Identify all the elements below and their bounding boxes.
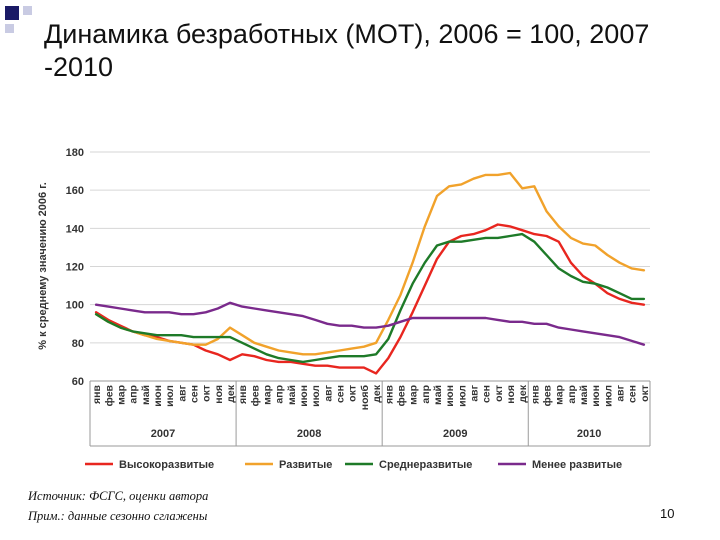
series-line	[94, 232, 646, 364]
x-tick-label-month: сен	[188, 385, 200, 403]
x-tick-label-month: янв	[91, 384, 103, 403]
y-tick-label: 120	[66, 262, 84, 274]
x-tick-label-year: 2008	[297, 428, 321, 440]
x-tick-label-month: июн	[152, 385, 164, 407]
x-tick-label-month: янв	[529, 384, 541, 403]
x-tick-label-month: сен	[627, 385, 639, 403]
x-tick-label-month: июн	[444, 385, 456, 407]
legend-label: Среднеразвитые	[379, 459, 472, 471]
series-line	[94, 301, 646, 346]
page-number: 10	[660, 506, 675, 521]
x-tick-label-month: май	[140, 385, 152, 405]
x-tick-label-month: мар	[554, 385, 566, 405]
x-tick-label-year: 2009	[443, 428, 467, 440]
x-tick-label-month: сен	[481, 385, 493, 403]
x-tick-label-month: мар	[262, 385, 274, 405]
y-tick-label: 180	[66, 147, 84, 159]
y-tick-label: 100	[66, 300, 84, 312]
series-line	[94, 171, 646, 356]
x-tick-label-month: фев	[395, 384, 407, 406]
y-tick-label: 80	[72, 338, 84, 350]
x-tick-label-month: дек	[517, 384, 529, 403]
x-tick-label-month: май	[578, 385, 590, 405]
x-tick-label-month: дек	[371, 384, 383, 403]
source-line: Источник: ФСГС, оценки автора	[28, 489, 209, 503]
x-tick-label-month: июл	[456, 385, 468, 407]
unemployment-line-chart: % к среднему значению 2006 г. 60 80 100 120…	[37, 147, 651, 471]
x-tick-label-month: авг	[615, 384, 627, 401]
x-tick-label-month: июл	[602, 385, 614, 407]
source-note: Источник: ФСГС, оценки автора Прим.: дан…	[28, 486, 208, 526]
x-tick-label-month: авг	[322, 384, 334, 401]
x-tick-label-month: июн	[298, 385, 310, 407]
x-tick-label-month: апр	[566, 385, 578, 404]
x-tick-label-month: апр	[274, 385, 286, 404]
x-tick-label-month: фев	[249, 384, 261, 406]
x-tick-label-month: июл	[164, 385, 176, 407]
x-tick-label-month: фев	[542, 384, 554, 406]
smoothing-note: Прим.: данные сезонно сглажены	[28, 509, 208, 523]
x-tick-label-month: авг	[468, 384, 480, 401]
x-tick-label-month: апр	[420, 385, 432, 404]
legend-label: Развитые	[279, 459, 332, 471]
x-tick-label-month: дек	[225, 384, 237, 403]
x-tick-label-year: 2007	[151, 428, 175, 440]
x-tick-label-month: янв	[383, 384, 395, 403]
x-tick-label-month: янв	[237, 384, 249, 403]
x-tick-label-month: ноя	[213, 385, 225, 404]
legend-label: Менее развитые	[532, 459, 622, 471]
y-axis-label: % к среднему значению 2006 г.	[37, 182, 49, 350]
legend-label: Высокоразвитые	[119, 459, 214, 471]
x-tick-label-month: окт	[347, 385, 359, 402]
x-tick-label-month: июн	[590, 385, 602, 407]
x-tick-label-month: мар	[115, 385, 127, 405]
title-decoration-squares	[5, 6, 32, 33]
x-tick-label-month: ноя	[505, 385, 517, 404]
y-tick-label: 60	[72, 376, 84, 388]
y-tick-label: 160	[66, 185, 84, 197]
x-tick-label-month: авг	[176, 384, 188, 401]
x-tick-label-month: окт	[201, 385, 213, 402]
slide-title: Динамика безработных (МОТ), 2006 = 100, …	[44, 19, 650, 82]
x-tick-label-month: мар	[408, 385, 420, 405]
x-tick-label-month: май	[286, 385, 298, 405]
x-tick-label-month: июл	[310, 385, 322, 407]
x-tick-label-year: 2010	[577, 428, 601, 440]
x-tick-label-month: окт	[639, 385, 651, 402]
x-tick-label-month: фев	[103, 384, 115, 406]
x-tick-label-month: май	[432, 385, 444, 405]
x-tick-label-month: нояб	[359, 384, 371, 410]
x-tick-label-month: сен	[335, 385, 347, 403]
x-tick-label-month: окт	[493, 385, 505, 402]
x-tick-label-month: апр	[128, 385, 140, 404]
y-tick-label: 140	[66, 223, 84, 235]
